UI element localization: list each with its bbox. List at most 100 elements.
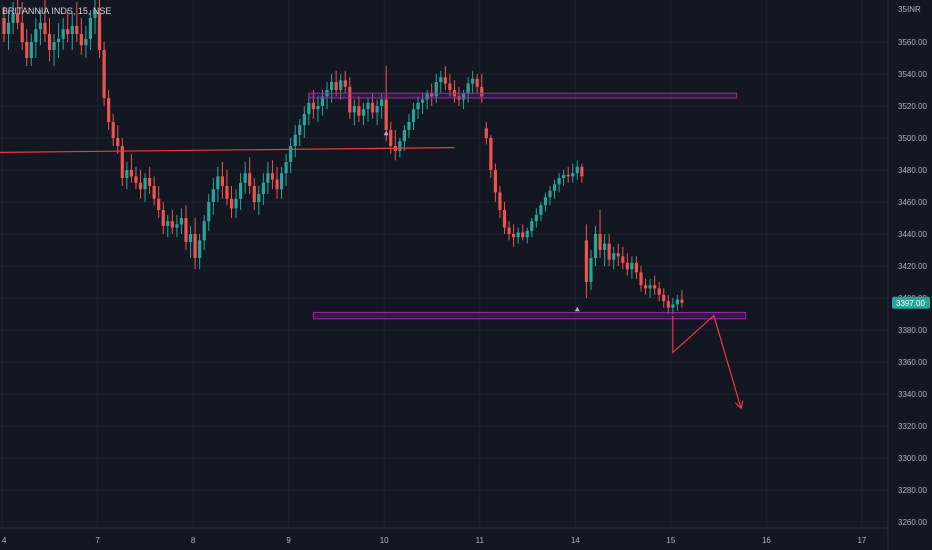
candle-body	[52, 42, 56, 50]
candle-body	[616, 253, 620, 257]
candle-body	[471, 78, 475, 84]
candle-body	[607, 243, 611, 260]
candle-body	[289, 146, 293, 162]
candle-body	[507, 227, 511, 234]
candle-body	[188, 234, 193, 242]
candle-body	[234, 198, 238, 209]
candle-body	[411, 109, 416, 122]
candle-body	[107, 98, 111, 122]
candle-body	[79, 34, 83, 46]
candle-body	[484, 128, 488, 138]
candle-body	[202, 221, 206, 241]
marker-triangle	[574, 306, 580, 312]
candle-body	[461, 93, 466, 100]
y-tick-label: 3480.00	[898, 166, 927, 175]
x-tick-label: 15	[666, 536, 675, 545]
currency-label: INR	[907, 5, 921, 14]
marker-triangle	[383, 130, 389, 136]
drawing-overlays	[0, 92, 747, 410]
candle-body	[521, 232, 525, 238]
candle-body	[184, 218, 188, 242]
y-tick-label: 3460.00	[898, 198, 927, 207]
candle-body	[93, 10, 97, 18]
y-tick-label: 3560.00	[898, 38, 927, 47]
candle-body	[152, 186, 156, 199]
candle-body	[129, 170, 133, 177]
candle-body	[421, 99, 425, 103]
candle-body	[516, 232, 520, 238]
y-tick-label: 3280.00	[898, 486, 927, 495]
y-tick-label: 3300.00	[898, 454, 927, 463]
candle-body	[571, 173, 575, 177]
candle-body	[593, 234, 598, 258]
candle-body	[361, 109, 366, 116]
candle-body	[575, 166, 579, 174]
candle-body	[57, 38, 61, 42]
candle-body	[366, 102, 370, 110]
candle-body	[653, 285, 657, 289]
candle-body	[97, 13, 102, 50]
y-tick-label: 3500.00	[898, 134, 927, 143]
candle-body	[352, 106, 356, 113]
candle-series	[2, 0, 684, 314]
candle-body	[38, 22, 42, 30]
candle-body	[430, 93, 434, 97]
candle-body	[512, 234, 516, 238]
x-tick-label: 16	[762, 536, 771, 545]
candle-body	[466, 83, 470, 94]
candle-body	[443, 77, 447, 84]
candle-body	[343, 80, 347, 87]
candle-body	[239, 182, 243, 199]
trend-line	[0, 147, 455, 153]
candle-body	[134, 176, 138, 183]
x-tick-label: 17	[857, 536, 866, 545]
candle-body	[598, 234, 602, 250]
candle-body	[630, 262, 634, 270]
candle-body	[307, 102, 311, 114]
candle-body	[311, 102, 315, 110]
y-tick-label: 3340.00	[898, 390, 927, 399]
candle-body	[29, 42, 33, 58]
candle-body	[562, 174, 566, 178]
candle-body	[266, 173, 270, 183]
candle-body	[116, 138, 120, 146]
candle-body	[120, 146, 124, 178]
y-tick-label: 3320.00	[898, 422, 927, 431]
candle-body	[298, 125, 302, 135]
candle-body	[370, 102, 375, 113]
candle-body	[543, 197, 548, 206]
candle-body	[398, 141, 402, 151]
candle-body	[621, 256, 625, 263]
candle-body	[143, 178, 147, 190]
currency-prefix: 35	[898, 5, 907, 14]
candle-body	[675, 299, 679, 305]
candle-body	[6, 22, 11, 34]
x-tick-label: 7	[95, 536, 100, 545]
y-tick-label: 3520.00	[898, 102, 927, 111]
candle-body	[666, 301, 670, 308]
candle-body	[548, 190, 552, 198]
candle-body	[648, 285, 652, 289]
candle-body	[302, 114, 306, 126]
candle-body	[179, 218, 184, 225]
candle-body	[16, 13, 20, 23]
candle-body	[416, 102, 420, 110]
candle-body	[257, 194, 261, 202]
candle-body	[138, 182, 143, 190]
candle-body	[293, 134, 297, 146]
price-tag-background	[892, 296, 930, 309]
candle-body	[211, 189, 215, 202]
x-tick-label: 11	[476, 536, 485, 545]
x-tick-label: 8	[191, 536, 196, 545]
candle-body	[193, 234, 197, 258]
candle-body	[175, 224, 179, 228]
candle-body	[2, 18, 6, 34]
candle-body	[348, 86, 352, 113]
projection-path	[672, 314, 742, 409]
candle-body	[252, 186, 256, 202]
candle-body	[552, 184, 557, 191]
candle-body	[102, 50, 106, 98]
candle-body	[166, 221, 170, 226]
